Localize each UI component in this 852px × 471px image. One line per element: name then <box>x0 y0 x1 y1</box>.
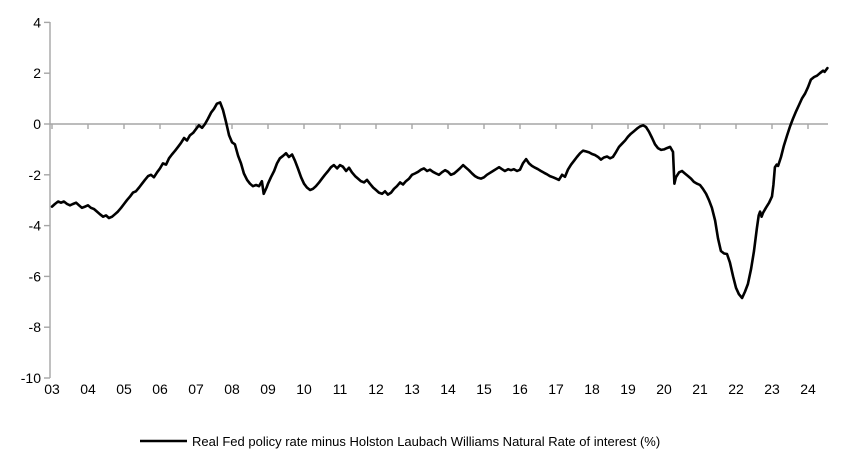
y-tick-label: 0 <box>33 116 41 132</box>
x-tick-label: 15 <box>476 381 492 397</box>
x-tick-label: 11 <box>333 381 348 397</box>
x-axis-labels: 03 04 05 06 07 08 09 10 11 12 13 14 15 16 17 18 19 20 21 22… <box>44 381 816 397</box>
x-tick-label: 05 <box>116 381 132 397</box>
y-tick-label: 2 <box>33 65 41 81</box>
x-tick-label: 06 <box>152 381 168 397</box>
x-tick-label: 24 <box>800 381 816 397</box>
y-tick-label: 4 <box>33 14 41 30</box>
y-axis-labels: 4 2 0 -2 -4 -6 -8 -10 <box>21 14 41 386</box>
x-tick-label: 16 <box>512 381 528 397</box>
y-axis-ticks <box>44 21 50 379</box>
x-tick-label: 21 <box>692 381 708 397</box>
legend-label: Real Fed policy rate minus Holston Lauba… <box>192 434 660 449</box>
y-tick-label: -8 <box>29 319 42 335</box>
x-tick-label: 23 <box>764 381 780 397</box>
x-tick-label: 13 <box>404 381 420 397</box>
y-tick-label: -10 <box>21 370 41 386</box>
y-tick-label: -2 <box>29 167 42 183</box>
x-tick-label: 18 <box>584 381 600 397</box>
y-tick-label: -6 <box>29 268 42 284</box>
x-tick-label: 07 <box>188 381 204 397</box>
series-line <box>50 66 829 300</box>
x-tick-label: 04 <box>80 381 96 397</box>
x-tick-label: 14 <box>440 381 456 397</box>
x-axis-ticks <box>51 124 809 129</box>
x-tick-label: 10 <box>296 381 312 397</box>
y-tick-label: -4 <box>29 218 42 234</box>
x-tick-label: 20 <box>656 381 672 397</box>
x-tick-label: 19 <box>620 381 636 397</box>
x-tick-label: 12 <box>368 381 384 397</box>
x-tick-label: 22 <box>728 381 744 397</box>
x-tick-label: 03 <box>44 381 60 397</box>
legend: Real Fed policy rate minus Holston Lauba… <box>140 434 660 449</box>
series-group <box>50 66 829 300</box>
x-tick-label: 17 <box>548 381 564 397</box>
x-tick-label: 09 <box>260 381 276 397</box>
x-tick-label: 08 <box>224 381 240 397</box>
